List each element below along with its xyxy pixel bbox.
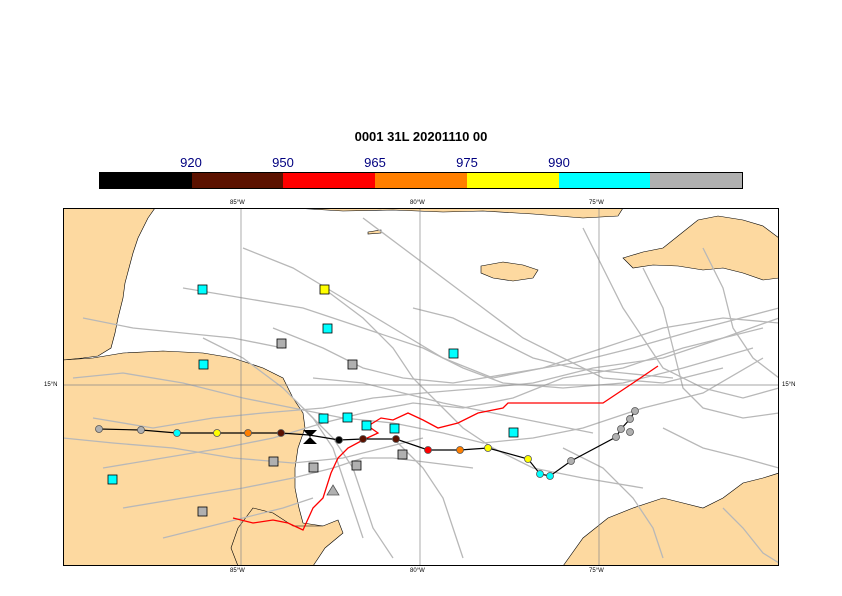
land-cuba xyxy=(292,208,624,219)
triangle-marker-icon xyxy=(326,484,340,496)
lat-label-right-15n: 15°N xyxy=(782,382,796,388)
land-yucatan xyxy=(63,208,156,361)
lon-label-top-80w-text: 80°W xyxy=(410,200,425,206)
lon-label-top-75w-text: 75°W xyxy=(589,200,604,206)
land-cayman xyxy=(367,229,382,235)
chart-title: 0001 31L 20201110 00 xyxy=(354,129,488,144)
colorbar-label-975: 975 xyxy=(456,155,478,170)
member-markers xyxy=(107,284,519,517)
map-frame xyxy=(63,208,779,566)
colorbar-segment xyxy=(375,173,467,188)
lon-label-bottom-75w: 75°W xyxy=(589,568,604,574)
colorbar-label-965: 965 xyxy=(364,155,386,170)
colorbar-segment xyxy=(191,173,284,188)
colorbar-label-990: 990 xyxy=(548,155,570,170)
colorbar-segment xyxy=(283,173,376,188)
land-colombia xyxy=(562,472,779,566)
observed-track xyxy=(232,365,659,531)
colorbar-segment xyxy=(466,173,559,188)
land-hispaniola xyxy=(622,215,779,281)
graticule xyxy=(63,208,779,566)
lon-label-bottom-85w: 85°W xyxy=(230,568,245,574)
colorbar-label-920: 920 xyxy=(180,155,202,170)
track-map xyxy=(63,208,779,566)
hourglass-icon xyxy=(303,430,317,444)
land-jamaica xyxy=(480,261,539,282)
lat-label-left-15n: 15°N xyxy=(44,382,58,388)
colorbar-segment xyxy=(100,173,192,188)
colorbar-label-950: 950 xyxy=(272,155,294,170)
track-points xyxy=(95,407,639,480)
pressure-colorbar xyxy=(99,172,743,189)
lon-label-top-85w-text: 85°W xyxy=(230,200,245,206)
colorbar-segment xyxy=(650,173,743,188)
lon-label-bottom-80w: 80°W xyxy=(410,568,425,574)
colorbar-segment xyxy=(558,173,651,188)
